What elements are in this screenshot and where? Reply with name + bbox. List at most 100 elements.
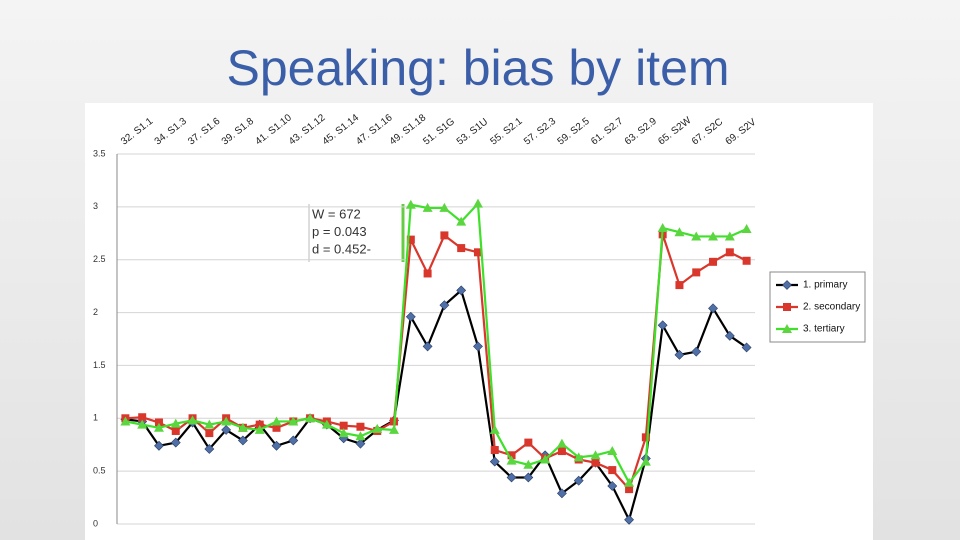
marker: [120, 416, 131, 426]
marker: [708, 303, 718, 314]
marker: [725, 248, 734, 257]
marker: [607, 446, 618, 456]
marker: [171, 426, 180, 435]
marker: [170, 418, 181, 428]
marker: [691, 346, 702, 357]
marker: [237, 435, 248, 446]
annotation: p = 0.043: [312, 224, 367, 239]
marker: [137, 419, 148, 429]
marker: [573, 475, 584, 486]
marker: [691, 231, 702, 241]
marker: [624, 477, 635, 487]
marker: [187, 415, 198, 425]
marker: [590, 450, 601, 460]
marker: [607, 481, 618, 491]
y-tick-label: 0: [93, 518, 98, 528]
marker: [154, 440, 164, 451]
y-tick-label: 2.5: [93, 254, 106, 264]
marker: [221, 424, 232, 435]
y-tick-label: 1: [93, 413, 98, 423]
marker: [406, 235, 415, 244]
marker: [608, 466, 617, 475]
marker: [255, 420, 264, 429]
marker: [523, 472, 534, 483]
marker: [507, 451, 516, 460]
marker: [708, 231, 719, 241]
marker: [355, 438, 366, 449]
marker: [439, 202, 450, 212]
legend-label: 2. secondary: [803, 302, 860, 313]
marker: [339, 421, 348, 430]
marker: [288, 416, 299, 426]
annotation: W = 672: [312, 206, 361, 221]
legend-label: 3. tertiary: [803, 324, 845, 335]
marker: [338, 428, 349, 438]
marker: [439, 300, 450, 311]
marker: [221, 416, 232, 426]
y-tick-label: 2: [93, 307, 98, 317]
marker: [405, 311, 416, 322]
marker: [556, 488, 567, 499]
marker: [154, 418, 163, 427]
marker: [204, 419, 215, 429]
marker: [355, 431, 366, 441]
marker: [557, 447, 566, 456]
marker: [524, 438, 533, 447]
marker: [237, 422, 248, 432]
marker: [205, 429, 214, 438]
marker: [305, 413, 316, 423]
chart-panel: [85, 103, 873, 540]
marker: [389, 424, 400, 434]
marker: [170, 437, 181, 448]
y-tick-label: 1.5: [93, 360, 106, 370]
marker: [540, 454, 551, 464]
marker: [288, 435, 299, 446]
marker: [591, 458, 600, 467]
marker: [440, 231, 449, 240]
y-tick-label: 0.5: [93, 466, 106, 476]
marker: [254, 424, 265, 434]
marker: [782, 280, 792, 290]
marker: [204, 444, 215, 454]
marker: [641, 433, 650, 442]
marker: [272, 423, 281, 432]
marker: [422, 202, 433, 212]
marker: [356, 422, 365, 431]
marker: [675, 281, 684, 290]
marker: [640, 456, 651, 466]
marker: [692, 268, 701, 277]
marker: [624, 514, 635, 525]
marker: [489, 424, 500, 434]
marker: [506, 472, 517, 483]
marker: [457, 244, 466, 253]
marker: [724, 330, 735, 341]
marker: [657, 223, 668, 232]
marker: [556, 438, 567, 448]
marker: [473, 248, 482, 257]
marker: [709, 257, 718, 266]
marker: [724, 231, 735, 241]
marker: [472, 198, 483, 208]
marker: [741, 342, 752, 353]
marker: [783, 303, 791, 311]
marker: [405, 199, 416, 209]
marker: [674, 349, 685, 360]
marker: [153, 422, 164, 432]
marker: [422, 341, 433, 352]
y-tick-label: 3.5: [93, 148, 106, 158]
marker: [271, 440, 282, 451]
marker: [456, 216, 467, 226]
marker: [506, 455, 517, 465]
marker: [473, 341, 483, 352]
legend-label: 1. primary: [803, 280, 847, 291]
marker: [372, 423, 383, 433]
marker: [741, 224, 752, 234]
marker: [625, 485, 634, 494]
chart-title: Speaking: bias by item: [226, 40, 729, 96]
marker: [456, 285, 467, 296]
marker: [271, 416, 282, 426]
y-tick-label: 3: [93, 201, 98, 211]
marker: [674, 227, 685, 237]
marker: [490, 446, 499, 454]
